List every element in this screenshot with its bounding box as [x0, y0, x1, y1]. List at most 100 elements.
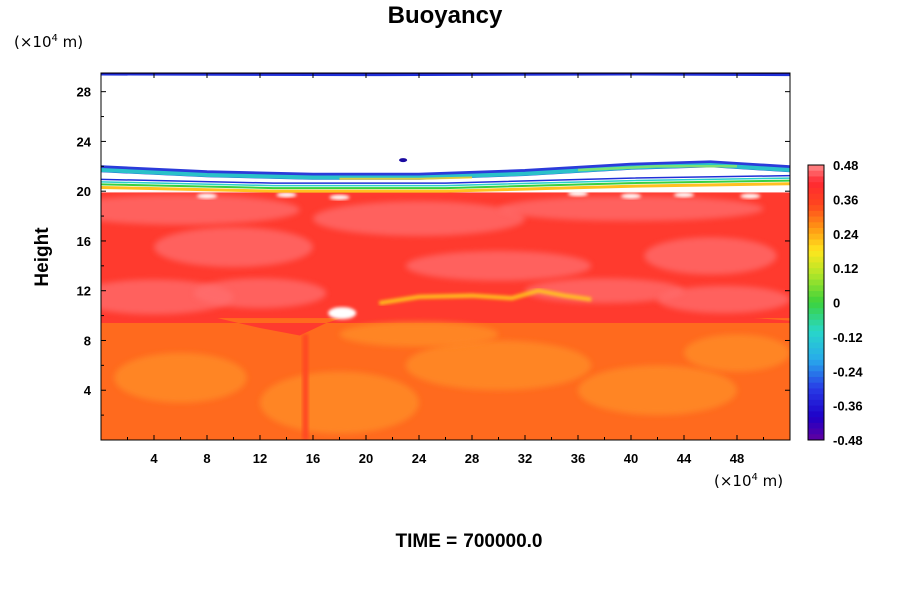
pale-patch [644, 237, 777, 275]
colorbar-tick-label: 0.36 [833, 192, 858, 207]
colorbar-swatch [808, 336, 824, 344]
white-spot [197, 193, 217, 199]
colorbar-swatch [808, 187, 824, 195]
colorbar-swatch [808, 348, 824, 355]
colorbar-swatch [808, 279, 824, 286]
colorbar-swatch [808, 291, 824, 298]
layer-boundary [101, 293, 790, 336]
colorbar-swatch [808, 239, 824, 246]
colorbar-tick-label: 0.12 [833, 261, 858, 276]
white-spot [674, 192, 694, 198]
colorbar-swatch [808, 182, 824, 189]
time-value: 700000.0 [463, 531, 543, 552]
y-tick-label: 4 [84, 383, 92, 398]
colorbar-swatch [808, 302, 824, 309]
colorbar-swatch [808, 245, 824, 252]
time-readout: TIME = 700000.0 [0, 531, 900, 553]
colorbar-swatch [808, 205, 824, 212]
x-tick-label: 4 [150, 451, 158, 466]
colorbar-swatch [808, 417, 824, 424]
y-tick-label: 20 [77, 184, 91, 199]
pale-patch [657, 285, 790, 314]
colorbar-swatch [808, 256, 824, 263]
band-green [101, 179, 790, 190]
colorbar-swatch [808, 319, 824, 326]
x-tick-label: 28 [465, 451, 479, 466]
yellow-ridge [378, 288, 592, 306]
lower-swirl [405, 340, 592, 391]
colorbar-swatch [808, 399, 824, 407]
colorbar-swatch [808, 388, 824, 395]
plume [302, 334, 309, 440]
x-tick-label: 8 [203, 451, 210, 466]
colorbar-tick-label: 0.24 [833, 227, 859, 242]
colorbar-swatch [808, 262, 824, 269]
colorbar-tick-label: -0.24 [833, 364, 863, 379]
lower-swirl [260, 371, 419, 434]
colorbar-swatch [808, 411, 824, 418]
white-spot [329, 194, 350, 200]
colorbar-swatch [808, 428, 824, 435]
lower-swirl [339, 321, 499, 347]
colorbar-swatch [808, 250, 824, 258]
colorbar-swatch [808, 308, 824, 315]
y-unit-prefix: (×10 [14, 33, 52, 51]
colorbar-swatch [808, 331, 824, 338]
x-unit-label: (×104 m) [714, 472, 783, 490]
pale-patch [101, 194, 300, 225]
white-spot [621, 193, 641, 199]
x-unit-suffix: m) [757, 472, 784, 490]
colorbar-swatch [808, 210, 824, 217]
y-tick-label: 16 [77, 234, 91, 249]
white-spot [276, 192, 297, 198]
y-tick-label: 24 [77, 134, 92, 149]
colorbar-swatch [808, 342, 824, 349]
time-label: TIME = [395, 531, 458, 552]
upper-band-core [339, 176, 473, 180]
colorbar-tick-label: -0.48 [833, 433, 863, 448]
colorbar-swatch [808, 170, 824, 177]
x-unit-exponent: 4 [751, 472, 758, 483]
pale-patch [154, 227, 313, 268]
y-unit-label: (×104 m) [14, 33, 83, 51]
colorbar-swatch [808, 325, 824, 332]
small-blob [399, 158, 408, 163]
colorbar-swatch [808, 233, 824, 240]
colorbar-swatch [808, 176, 824, 183]
colorbar-swatch [808, 222, 824, 229]
y-unit-exponent: 4 [51, 33, 58, 44]
colorbar-swatch [808, 371, 824, 378]
pale-patch [313, 201, 525, 236]
band-blue [101, 174, 790, 184]
x-unit-prefix: (×10 [714, 472, 752, 490]
x-tick-label: 20 [359, 451, 373, 466]
x-tick-label: 44 [677, 451, 692, 466]
colorbar-tick-label: 0.48 [833, 158, 858, 173]
band-cyan [101, 177, 790, 187]
colorbar-tick-label: -0.36 [833, 399, 863, 414]
pale-patch [405, 250, 592, 281]
x-tick-label: 36 [571, 451, 585, 466]
colorbar-frame [807, 164, 825, 441]
x-tick-label: 32 [518, 451, 532, 466]
y-tick-label: 8 [84, 333, 91, 348]
y-axis: 4 8 12 16 20 24 28 [77, 85, 790, 416]
colorbar-swatch [808, 296, 824, 303]
colorbar-swatch [808, 199, 824, 206]
y-tick-label: 28 [77, 85, 91, 100]
colorbar-swatch [808, 273, 824, 280]
x-tick-label: 16 [306, 451, 320, 466]
x-tick-label: 48 [730, 451, 744, 466]
colorbar-swatch [808, 359, 824, 366]
lower-swirl [684, 334, 790, 372]
pale-patch [498, 196, 764, 222]
colorbar-swatch [808, 382, 824, 389]
y-unit-suffix: m) [57, 33, 84, 51]
colorbar-swatch [808, 354, 824, 361]
colorbar-swatch [808, 228, 824, 235]
colorbar-swatch [808, 193, 824, 200]
colorbar-swatch [808, 285, 824, 292]
colorbar: 0.48 0.36 0.24 0.12 0 -0.12 -0.24 -0.36 -0.48 [807, 158, 863, 448]
lower-swirl [578, 365, 737, 416]
colorbar-swatch [808, 365, 824, 372]
